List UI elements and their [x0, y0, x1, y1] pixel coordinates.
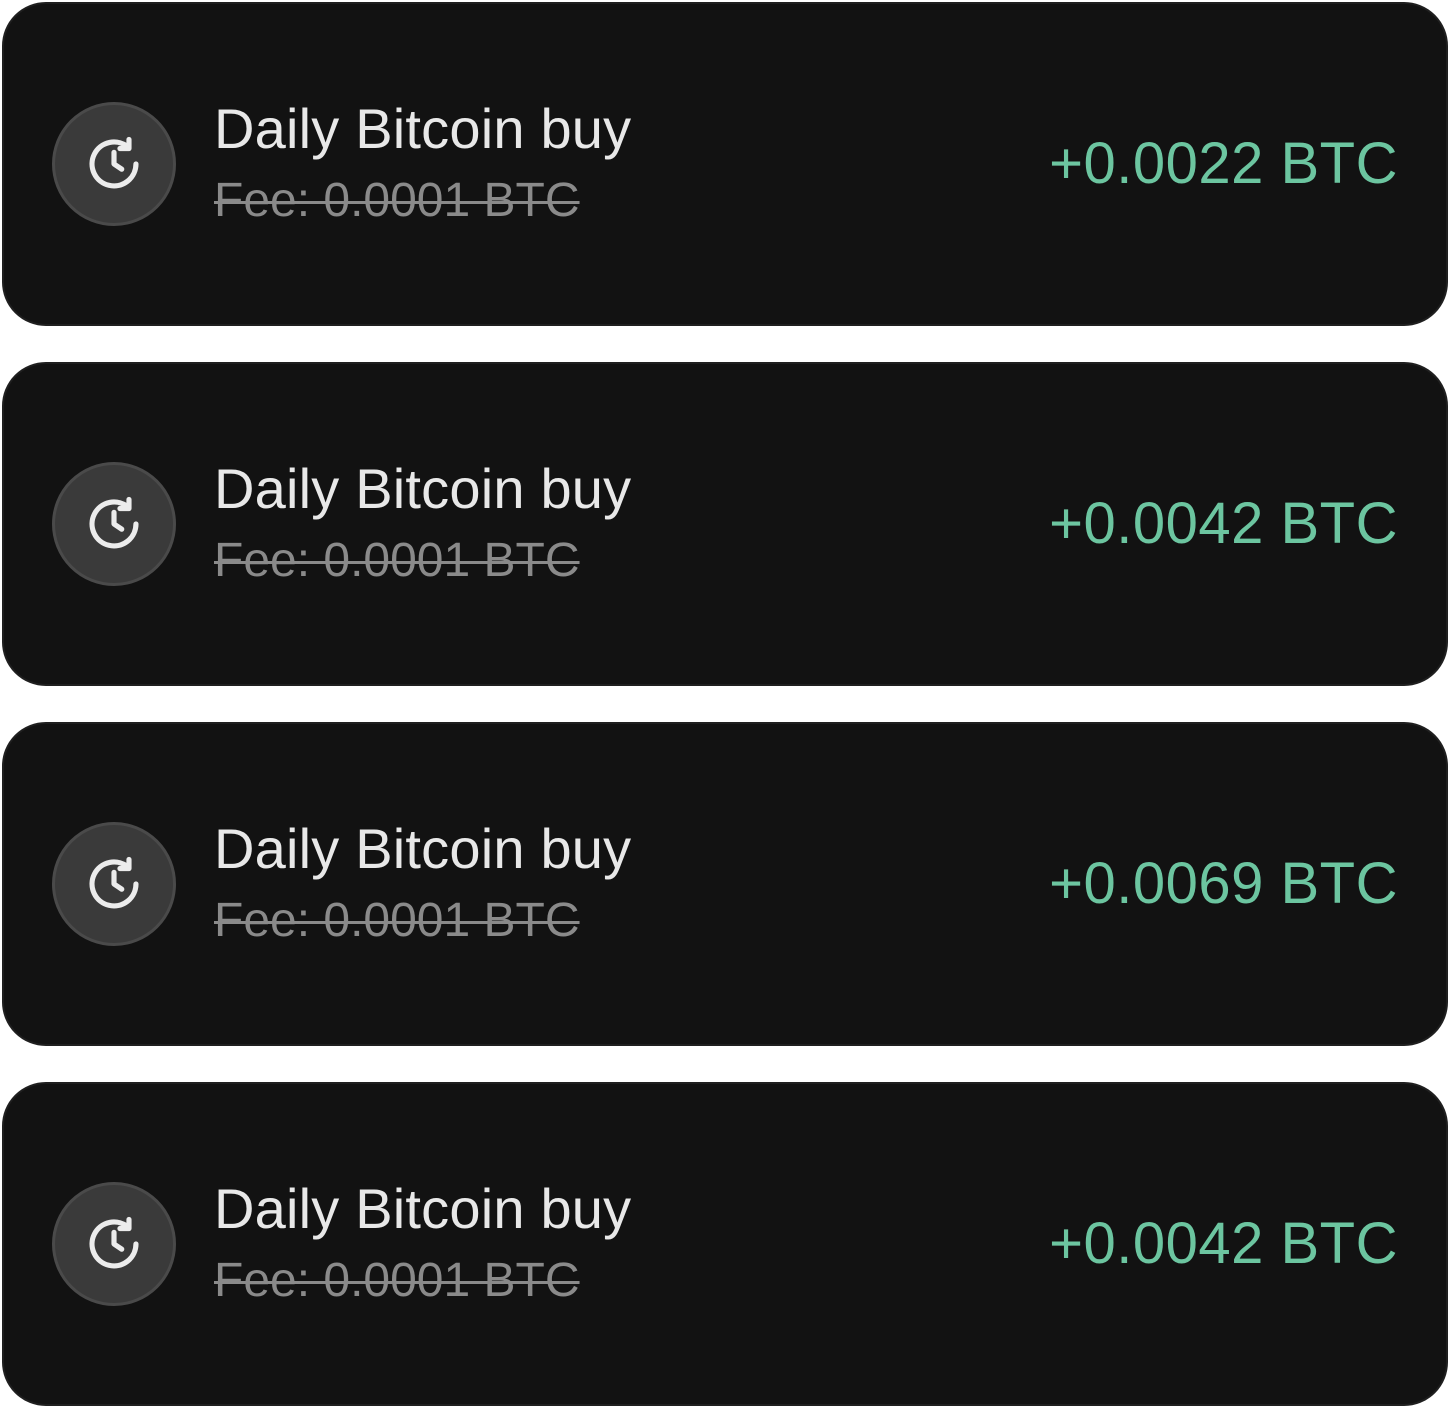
transaction-card[interactable]: Daily Bitcoin buy Fee: 0.0001 BTC +0.006…	[2, 722, 1448, 1046]
transaction-amount: +0.0042 BTC	[1049, 1211, 1398, 1276]
transaction-amount: +0.0022 BTC	[1049, 131, 1398, 196]
transaction-card[interactable]: Daily Bitcoin buy Fee: 0.0001 BTC +0.004…	[2, 1082, 1448, 1406]
transaction-amount: +0.0069 BTC	[1049, 851, 1398, 916]
transaction-amount: +0.0042 BTC	[1049, 491, 1398, 556]
transaction-title: Daily Bitcoin buy	[214, 457, 632, 520]
recurring-clock-icon	[52, 1182, 176, 1306]
transaction-fee: Fee: 0.0001 BTC	[214, 534, 580, 587]
transaction-title: Daily Bitcoin buy	[214, 97, 632, 160]
recurring-clock-icon	[52, 102, 176, 226]
transaction-fee: Fee: 0.0001 BTC	[214, 1254, 580, 1307]
transaction-title: Daily Bitcoin buy	[214, 817, 632, 880]
recurring-clock-icon	[52, 822, 176, 946]
recurring-clock-icon	[52, 462, 176, 586]
transaction-card[interactable]: Daily Bitcoin buy Fee: 0.0001 BTC +0.002…	[2, 2, 1448, 326]
transaction-fee: Fee: 0.0001 BTC	[214, 174, 580, 227]
transaction-card[interactable]: Daily Bitcoin buy Fee: 0.0001 BTC +0.004…	[2, 362, 1448, 686]
transaction-title: Daily Bitcoin buy	[214, 1177, 632, 1240]
transaction-fee: Fee: 0.0001 BTC	[214, 894, 580, 947]
